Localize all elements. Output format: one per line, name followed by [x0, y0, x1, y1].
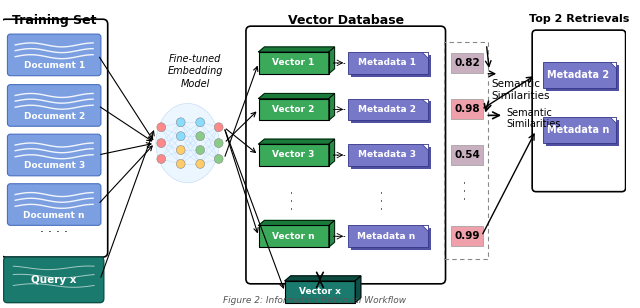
- Polygon shape: [329, 139, 335, 166]
- Polygon shape: [329, 47, 335, 74]
- Circle shape: [177, 132, 185, 141]
- Polygon shape: [422, 99, 428, 104]
- FancyBboxPatch shape: [259, 144, 329, 166]
- Polygon shape: [259, 94, 335, 99]
- FancyBboxPatch shape: [4, 257, 104, 303]
- Text: Document 3: Document 3: [24, 161, 84, 170]
- Text: Top 2 Retrievals: Top 2 Retrievals: [529, 14, 629, 24]
- FancyBboxPatch shape: [351, 147, 431, 169]
- Text: Vector 3: Vector 3: [273, 151, 315, 160]
- Circle shape: [177, 146, 185, 155]
- Text: Fine-tuned
Embedding
Model: Fine-tuned Embedding Model: [168, 54, 223, 89]
- Circle shape: [196, 118, 205, 127]
- FancyBboxPatch shape: [351, 55, 431, 77]
- Text: Vector Database: Vector Database: [287, 14, 404, 27]
- Circle shape: [177, 160, 185, 168]
- Text: Metadata 2: Metadata 2: [547, 70, 609, 80]
- Text: Similarities: Similarities: [492, 91, 550, 100]
- Text: Vector x: Vector x: [299, 287, 341, 296]
- Polygon shape: [329, 94, 335, 120]
- Text: Semantic: Semantic: [507, 108, 553, 118]
- Polygon shape: [355, 276, 361, 303]
- Polygon shape: [285, 276, 361, 281]
- Polygon shape: [610, 62, 616, 68]
- Text: · · ·: · · ·: [377, 190, 390, 209]
- FancyBboxPatch shape: [451, 53, 483, 73]
- Text: Vector 1: Vector 1: [273, 58, 315, 67]
- FancyBboxPatch shape: [451, 226, 483, 246]
- Polygon shape: [259, 139, 335, 144]
- Text: Semantic: Semantic: [492, 79, 540, 89]
- FancyBboxPatch shape: [546, 120, 619, 146]
- FancyBboxPatch shape: [348, 225, 428, 247]
- Text: Figure 2: Information Retrieval Workflow: Figure 2: Information Retrieval Workflow: [223, 296, 406, 305]
- FancyBboxPatch shape: [451, 99, 483, 119]
- Polygon shape: [422, 52, 428, 58]
- Text: Vector 2: Vector 2: [273, 105, 315, 114]
- Circle shape: [177, 118, 185, 127]
- Circle shape: [214, 123, 223, 132]
- FancyBboxPatch shape: [8, 184, 101, 225]
- FancyBboxPatch shape: [543, 117, 616, 143]
- FancyBboxPatch shape: [8, 134, 101, 176]
- Polygon shape: [422, 144, 428, 150]
- Text: 0.82: 0.82: [454, 58, 480, 68]
- Text: Document 1: Document 1: [24, 61, 84, 70]
- Text: 0.99: 0.99: [454, 231, 480, 241]
- Circle shape: [196, 132, 205, 141]
- Polygon shape: [259, 221, 335, 225]
- Polygon shape: [259, 47, 335, 52]
- Circle shape: [157, 155, 166, 164]
- Text: Document n: Document n: [24, 211, 85, 220]
- Circle shape: [214, 155, 223, 164]
- FancyBboxPatch shape: [348, 52, 428, 74]
- Polygon shape: [422, 225, 428, 231]
- Text: 0.54: 0.54: [454, 150, 480, 160]
- FancyBboxPatch shape: [543, 62, 616, 87]
- Text: Metadata 1: Metadata 1: [358, 58, 415, 67]
- Text: Metadata n: Metadata n: [358, 232, 416, 241]
- Text: Query x: Query x: [31, 275, 76, 285]
- Polygon shape: [610, 117, 616, 123]
- FancyBboxPatch shape: [351, 101, 431, 123]
- Circle shape: [214, 139, 223, 148]
- Text: Metadata 3: Metadata 3: [358, 151, 415, 160]
- Text: Training Set: Training Set: [12, 14, 97, 27]
- Text: · · · ·: · · · ·: [40, 226, 68, 239]
- FancyBboxPatch shape: [8, 34, 101, 76]
- FancyBboxPatch shape: [285, 281, 355, 303]
- Text: · · ·: · · ·: [460, 180, 474, 200]
- Text: Similarities: Similarities: [507, 119, 561, 129]
- Circle shape: [196, 160, 205, 168]
- Text: Vector n: Vector n: [273, 232, 315, 241]
- Text: Metadata n: Metadata n: [547, 125, 609, 135]
- Circle shape: [196, 146, 205, 155]
- Circle shape: [157, 123, 166, 132]
- Circle shape: [157, 139, 166, 148]
- FancyBboxPatch shape: [348, 99, 428, 120]
- Text: Metadata 2: Metadata 2: [358, 105, 415, 114]
- Text: 0.98: 0.98: [454, 104, 480, 114]
- FancyBboxPatch shape: [451, 145, 483, 165]
- FancyBboxPatch shape: [348, 144, 428, 166]
- FancyBboxPatch shape: [259, 99, 329, 120]
- FancyBboxPatch shape: [351, 228, 431, 250]
- FancyBboxPatch shape: [259, 52, 329, 74]
- FancyBboxPatch shape: [259, 225, 329, 247]
- Text: Document 2: Document 2: [24, 111, 84, 121]
- FancyBboxPatch shape: [8, 85, 101, 126]
- FancyBboxPatch shape: [546, 65, 619, 91]
- Polygon shape: [329, 221, 335, 247]
- Ellipse shape: [156, 103, 219, 183]
- Text: · · ·: · · ·: [287, 190, 300, 209]
